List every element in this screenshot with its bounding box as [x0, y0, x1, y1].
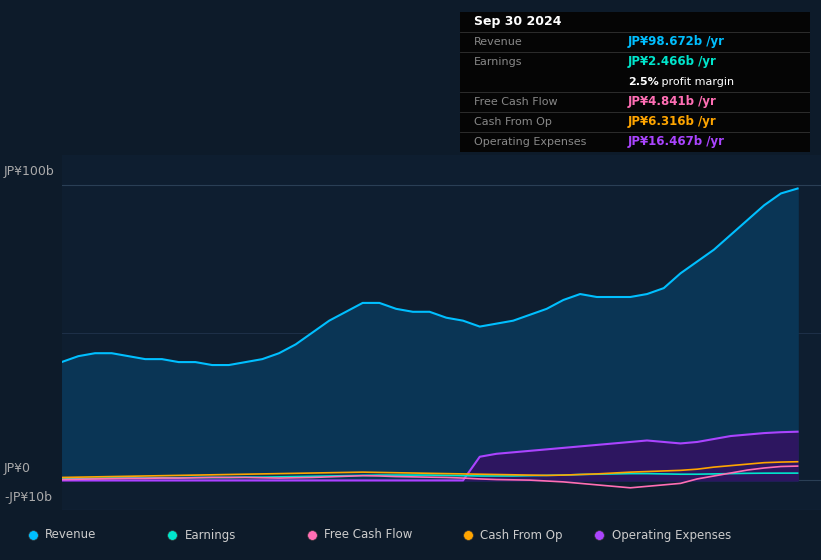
Text: Operating Expenses: Operating Expenses [474, 137, 586, 147]
Text: JP¥6.316b /yr: JP¥6.316b /yr [628, 115, 717, 128]
Text: Earnings: Earnings [474, 57, 522, 67]
Text: Cash From Op: Cash From Op [480, 529, 562, 542]
Text: Revenue: Revenue [45, 529, 97, 542]
Text: 2.5%: 2.5% [628, 77, 658, 87]
Text: Revenue: Revenue [474, 37, 523, 47]
Text: Free Cash Flow: Free Cash Flow [324, 529, 413, 542]
Text: JP¥0: JP¥0 [4, 462, 31, 475]
Text: Sep 30 2024: Sep 30 2024 [474, 16, 562, 29]
Text: JP¥4.841b /yr: JP¥4.841b /yr [628, 96, 717, 109]
Text: Operating Expenses: Operating Expenses [612, 529, 731, 542]
Text: -JP¥10b: -JP¥10b [4, 492, 52, 505]
Text: JP¥98.672b /yr: JP¥98.672b /yr [628, 35, 725, 49]
Text: JP¥16.467b /yr: JP¥16.467b /yr [628, 136, 725, 148]
Text: Cash From Op: Cash From Op [474, 117, 552, 127]
Text: JP¥2.466b /yr: JP¥2.466b /yr [628, 55, 717, 68]
Text: JP¥100b: JP¥100b [4, 165, 55, 178]
Text: Earnings: Earnings [185, 529, 236, 542]
Text: Free Cash Flow: Free Cash Flow [474, 97, 557, 107]
Text: profit margin: profit margin [658, 77, 734, 87]
